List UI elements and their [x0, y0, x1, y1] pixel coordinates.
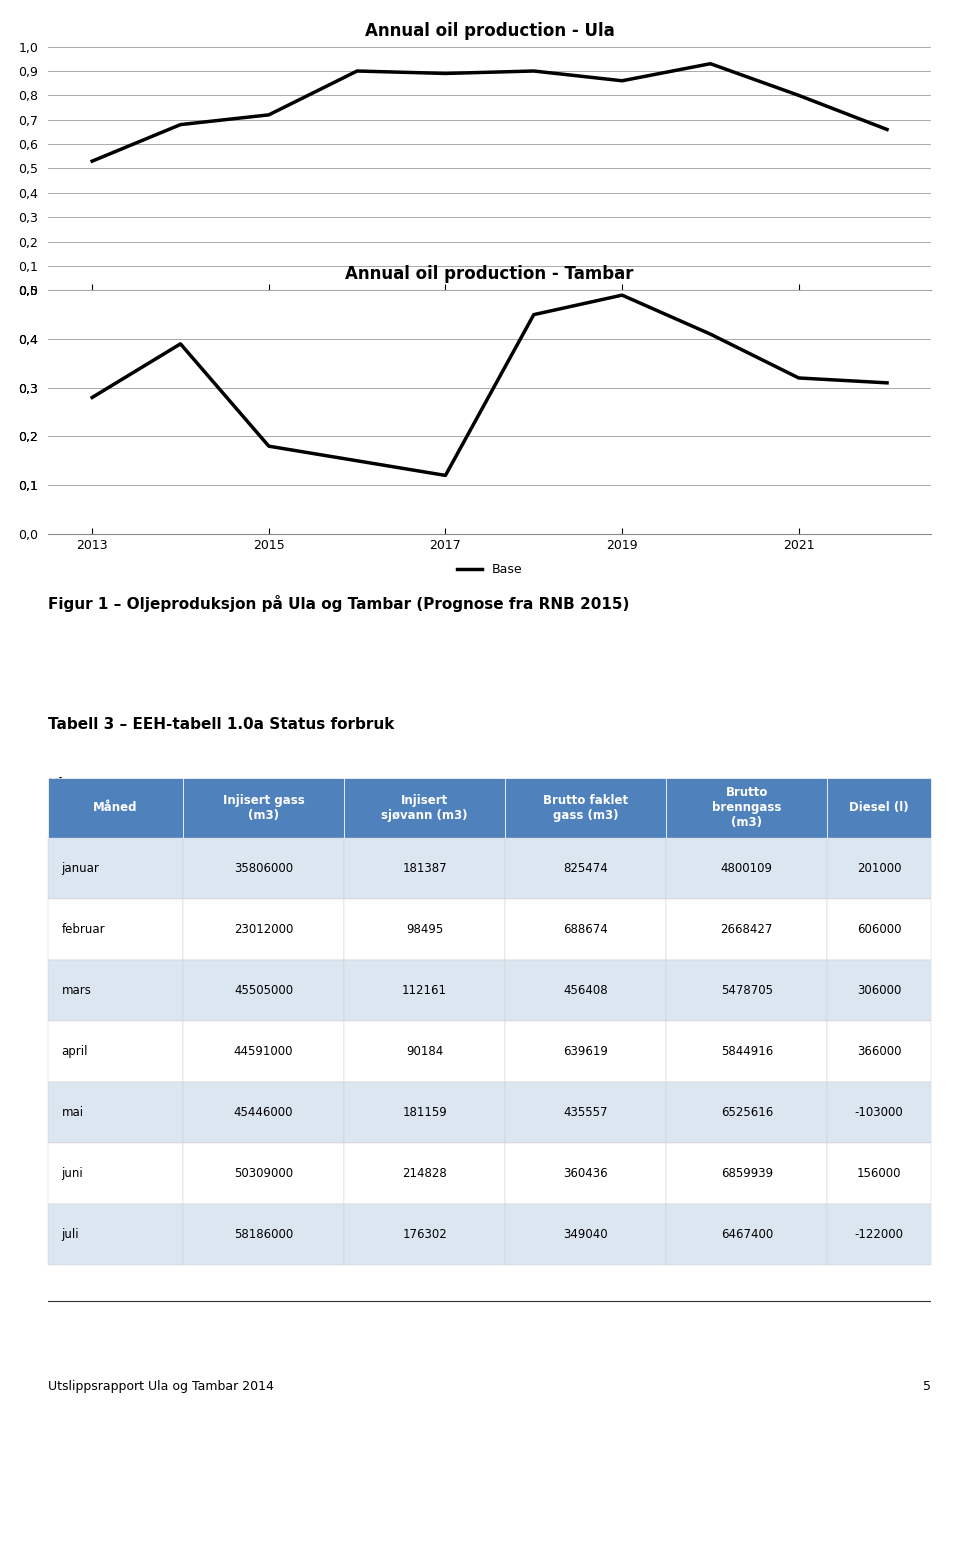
Text: Ula: Ula	[48, 778, 73, 791]
Title: Annual oil production - Tambar: Annual oil production - Tambar	[346, 266, 634, 283]
Title: Annual oil production - Ula: Annual oil production - Ula	[365, 22, 614, 39]
Text: Tabell 3 – EEH-tabell 1.0a Status forbruk: Tabell 3 – EEH-tabell 1.0a Status forbru…	[48, 717, 395, 731]
Text: Figur 1 – Oljeproduksjon på Ula og Tambar (Prognose fra RNB 2015): Figur 1 – Oljeproduksjon på Ula og Tamba…	[48, 594, 630, 611]
Legend: Base: Base	[452, 558, 527, 582]
Text: Utslippsrapport Ula og Tambar 2014: Utslippsrapport Ula og Tambar 2014	[48, 1379, 274, 1393]
Legend: Base: Base	[452, 314, 527, 337]
Text: 5: 5	[924, 1379, 931, 1393]
